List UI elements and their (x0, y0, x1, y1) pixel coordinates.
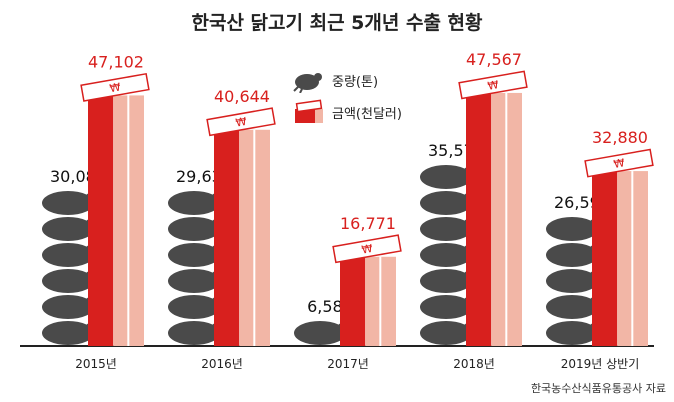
x-tick-label: 2016년 (201, 357, 243, 371)
chart-title: 한국산 닭고기 최근 5개년 수출 현황 (191, 12, 483, 34)
weight-mark (168, 191, 220, 215)
source-note: 한국농수산식품유통공사 자료 (530, 382, 666, 395)
weight-mark (420, 217, 472, 241)
weight-mark (420, 191, 472, 215)
weight-mark (168, 295, 220, 319)
money-symbol-icon: ₩ (235, 115, 248, 130)
money-bundle-icon (206, 107, 276, 137)
weight-mark (546, 321, 598, 345)
amount-bar-front (88, 95, 114, 346)
amount-bar-front (466, 92, 492, 346)
amount-value-label: 47,102 (88, 52, 144, 71)
weight-mark (546, 269, 598, 293)
weight-mark (546, 243, 598, 267)
legend-label-amount: 금액(천달러) (332, 106, 402, 122)
weight-mark (42, 217, 94, 241)
weight-mark (294, 321, 346, 345)
weight-mark (42, 269, 94, 293)
weight-mark (168, 269, 220, 293)
amount-value-label: 47,567 (466, 50, 522, 69)
amount-value-label: 32,880 (592, 128, 648, 147)
chicken-icon (293, 73, 322, 93)
x-tick-label: 2018년 (453, 357, 495, 371)
weight-mark (42, 295, 94, 319)
weight-mark (420, 243, 472, 267)
weight-mark (420, 321, 472, 345)
money-bundle-icon (458, 70, 528, 100)
money-bundle-icon (584, 148, 654, 178)
money-symbol-icon: ₩ (613, 156, 626, 171)
money-bundle-icon (80, 72, 150, 102)
amount-value-label: 40,644 (214, 87, 270, 106)
weight-mark (420, 295, 472, 319)
legend: 중량(톤) 금액(천달러) (292, 64, 402, 128)
x-tick-label: 2015년 (75, 357, 117, 371)
weight-mark (42, 321, 94, 345)
amount-value-label: 16,771 (340, 214, 396, 233)
weight-mark (168, 217, 220, 241)
weight-mark (168, 321, 220, 345)
weight-mark (546, 295, 598, 319)
x-tick-label: 2017년 (327, 357, 369, 371)
weight-mark (546, 217, 598, 241)
weight-mark (42, 191, 94, 215)
legend-item-weight: 중량(톤) (292, 64, 402, 96)
weight-mark (420, 165, 472, 189)
amount-bar-front (592, 171, 618, 346)
amount-bar-front (214, 129, 240, 346)
money-symbol-icon: ₩ (487, 78, 500, 93)
money-box-icon (295, 99, 323, 123)
amount-bar-front (340, 256, 366, 346)
weight-mark (42, 243, 94, 267)
money-symbol-icon: ₩ (361, 242, 374, 257)
weight-mark (168, 243, 220, 267)
money-symbol-icon: ₩ (109, 81, 122, 96)
money-bundle-icon (332, 234, 402, 264)
x-tick-label: 2019년 상반기 (561, 357, 640, 371)
weight-mark (420, 269, 472, 293)
legend-label-weight: 중량(톤) (332, 74, 379, 90)
legend-item-amount: 금액(천달러) (292, 96, 402, 128)
